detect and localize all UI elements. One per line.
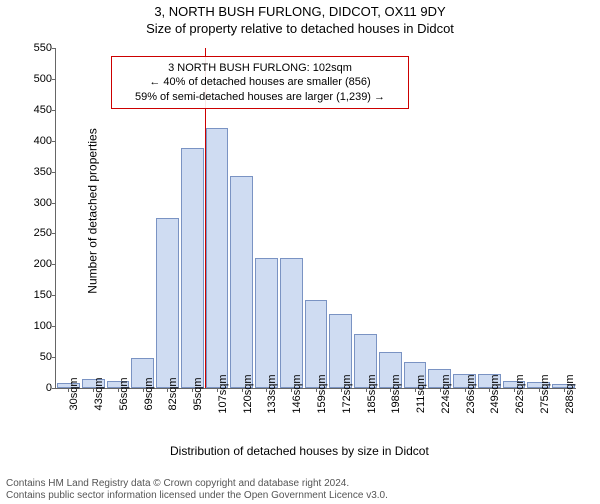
x-tick-label: 262sqm [514, 374, 526, 413]
x-tick-mark [465, 388, 466, 392]
x-tick-label: 146sqm [291, 374, 303, 413]
footer-line-1: Contains HM Land Registry data © Crown c… [6, 478, 388, 490]
x-tick-label: 133sqm [266, 374, 278, 413]
x-tick-label: 120sqm [242, 374, 254, 413]
x-tick-label: 288sqm [564, 374, 576, 413]
annotation-line: 3 NORTH BUSH FURLONG: 102sqm [120, 61, 400, 75]
x-tick-mark [564, 388, 565, 392]
x-tick-label: 43sqm [93, 377, 105, 410]
x-tick-label: 159sqm [316, 374, 328, 413]
x-tick-label: 249sqm [489, 374, 501, 413]
y-tick-mark [52, 357, 56, 358]
x-tick-mark [489, 388, 490, 392]
x-tick-label: 198sqm [390, 374, 402, 413]
x-tick-mark [93, 388, 94, 392]
y-tick-mark [52, 110, 56, 111]
footer-line-2: Contains public sector information licen… [6, 490, 388, 502]
x-tick-mark [242, 388, 243, 392]
histogram-bar [206, 128, 229, 388]
histogram-bar [255, 258, 278, 388]
y-tick-mark [52, 79, 56, 80]
x-tick-label: 95sqm [192, 377, 204, 410]
x-tick-mark [68, 388, 69, 392]
x-tick-label: 172sqm [341, 374, 353, 413]
x-tick-label: 107sqm [217, 374, 229, 413]
x-axis-label: Distribution of detached houses by size … [170, 444, 429, 458]
x-tick-mark [539, 388, 540, 392]
x-tick-label: 30sqm [68, 377, 80, 410]
histogram-bar [181, 148, 204, 388]
y-tick-mark [52, 326, 56, 327]
x-tick-label: 82sqm [167, 377, 179, 410]
y-tick-mark [52, 48, 56, 49]
x-tick-mark [118, 388, 119, 392]
chart-subtitle: Size of property relative to detached ho… [0, 21, 600, 36]
x-tick-mark [440, 388, 441, 392]
histogram-bar [280, 258, 303, 388]
y-tick-mark [52, 172, 56, 173]
x-tick-label: 236sqm [465, 374, 477, 413]
x-tick-mark [143, 388, 144, 392]
x-tick-mark [167, 388, 168, 392]
y-tick-mark [52, 141, 56, 142]
x-tick-mark [266, 388, 267, 392]
x-tick-mark [415, 388, 416, 392]
y-tick-mark [52, 203, 56, 204]
x-tick-mark [192, 388, 193, 392]
x-tick-mark [341, 388, 342, 392]
annotation-line: 59% of semi-detached houses are larger (… [120, 90, 400, 104]
chart-title: 3, NORTH BUSH FURLONG, DIDCOT, OX11 9DY [0, 4, 600, 19]
y-tick-mark [52, 264, 56, 265]
footer-attribution: Contains HM Land Registry data © Crown c… [6, 478, 388, 502]
x-tick-mark [291, 388, 292, 392]
x-tick-mark [390, 388, 391, 392]
plot-area: 05010015020025030035040045050055030sqm43… [55, 48, 576, 389]
x-tick-mark [316, 388, 317, 392]
y-tick-mark [52, 295, 56, 296]
y-axis-label: Number of detached properties [86, 128, 100, 293]
x-tick-mark [217, 388, 218, 392]
y-tick-mark [52, 233, 56, 234]
histogram-bar [230, 176, 253, 388]
x-tick-label: 224sqm [440, 374, 452, 413]
annotation-box: 3 NORTH BUSH FURLONG: 102sqm← 40% of det… [111, 56, 409, 109]
x-tick-label: 69sqm [143, 377, 155, 410]
x-tick-label: 185sqm [366, 374, 378, 413]
annotation-line: ← 40% of detached houses are smaller (85… [120, 75, 400, 89]
x-tick-mark [366, 388, 367, 392]
y-tick-mark [52, 388, 56, 389]
x-tick-label: 211sqm [415, 375, 427, 413]
x-tick-mark [514, 388, 515, 392]
x-tick-label: 56sqm [118, 377, 130, 410]
histogram-bar [156, 218, 179, 388]
x-tick-label: 275sqm [539, 374, 551, 413]
